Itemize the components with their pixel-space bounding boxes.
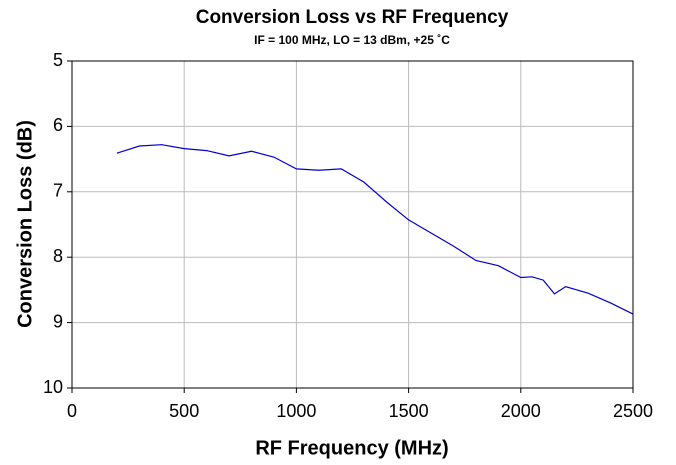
x-tick-label: 2000	[501, 401, 541, 421]
y-tick-label: 5	[53, 50, 63, 70]
x-tick-label: 500	[169, 401, 199, 421]
data-line	[116, 144, 634, 315]
y-tick-label: 7	[53, 181, 63, 201]
chart-title: Conversion Loss vs RF Frequency	[196, 7, 509, 28]
x-tick-label: 1000	[276, 401, 316, 421]
y-tick-label: 8	[53, 246, 63, 266]
x-tick-label: 0	[67, 401, 77, 421]
y-axis-label: Conversion Loss (dB)	[14, 120, 36, 328]
y-tick-label: 9	[53, 311, 63, 331]
x-axis-label: RF Frequency (MHz)	[255, 437, 448, 459]
chart-subtitle: IF = 100 MHz, LO = 13 dBm, +25 ˚C	[254, 33, 450, 47]
y-tick-label: 10	[43, 377, 63, 397]
y-tick-label: 6	[53, 115, 63, 135]
plot-frame	[71, 60, 634, 389]
x-tick-label: 2500	[613, 401, 653, 421]
x-tick-label: 1500	[389, 401, 429, 421]
